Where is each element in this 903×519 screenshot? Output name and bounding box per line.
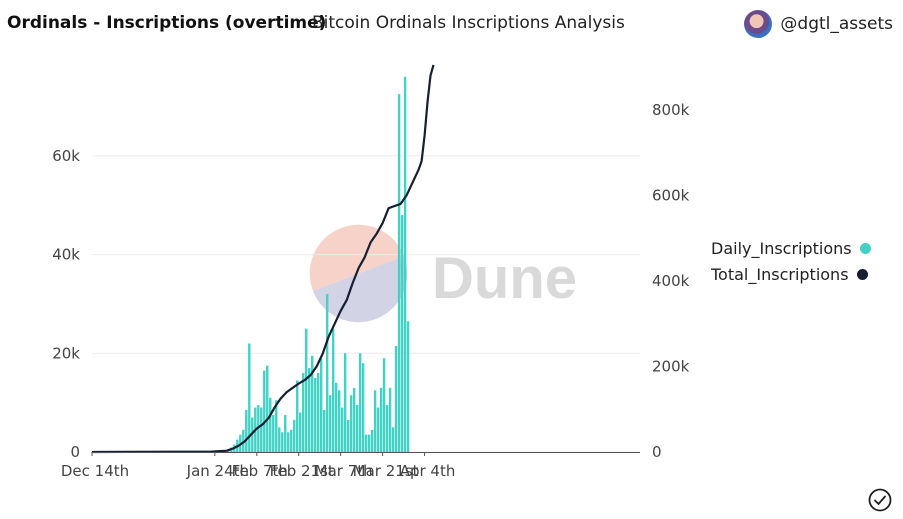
legend-item-total[interactable]: Total_Inscriptions [711,261,871,287]
bar-daily-inscriptions [343,353,347,452]
y-left-tick-label: 40k [52,246,80,264]
bar-daily-inscriptions [322,410,326,452]
bar-daily-inscriptions [284,414,287,452]
watermark-logo-bottom [313,256,408,323]
bar-daily-inscriptions [334,382,338,452]
legend-dot-daily [859,242,871,254]
y-right-tick-label: 600k [652,186,690,204]
y-right-tick-label: 200k [652,357,690,375]
bar-daily-inscriptions [352,387,356,452]
bar-daily-inscriptions [299,412,302,452]
bar-daily-inscriptions [394,345,398,452]
bar-daily-inscriptions [302,373,305,452]
y-right-tick-label: 800k [652,101,690,119]
x-tick-label: Apr 4th [400,462,456,480]
bar-daily-inscriptions [367,434,371,452]
bar-daily-inscriptions [379,387,383,452]
bar-daily-inscriptions [397,94,401,453]
bar-daily-inscriptions [311,355,314,452]
bar-daily-inscriptions [340,407,344,452]
legend-label-daily: Daily_Inscriptions [711,238,852,258]
bar-daily-inscriptions [319,358,323,452]
x-tick-label: Jan 24th [186,462,249,480]
bar-daily-inscriptions [281,432,284,452]
bar-daily-inscriptions [391,427,395,452]
legend-label-total: Total_Inscriptions [711,264,849,284]
bar-daily-inscriptions [376,407,380,452]
x-tick-label: Feb 7th [232,462,288,480]
y-left-tick-label: 60k [52,147,80,165]
avatar-icon [744,10,773,38]
bar-daily-inscriptions [248,343,251,452]
watermark-logo-top [309,224,404,291]
bar-daily-inscriptions [358,353,362,452]
bar-daily-inscriptions [245,410,248,452]
bar-daily-inscriptions [361,363,365,452]
y-right-tick-label: 400k [652,272,690,290]
bar-daily-inscriptions [337,390,341,452]
bar-daily-inscriptions [355,405,359,452]
bar-daily-inscriptions [275,400,278,452]
x-tick-label: Dec 14th [61,462,129,480]
legend-dot-total [856,268,868,280]
bar-daily-inscriptions [293,419,296,452]
y-left-tick-label: 20k [52,344,80,362]
bar-daily-inscriptions [403,76,407,452]
x-tick-label: Mar 21st [353,462,419,480]
x-tick-label: Feb 21st [270,462,334,480]
y-left-tick-label: 0 [70,443,80,461]
bar-daily-inscriptions [266,365,269,452]
bar-daily-inscriptions [308,368,311,452]
y-right-tick-label: 0 [652,443,662,461]
bar-daily-inscriptions [305,328,308,452]
bar-daily-inscriptions [406,321,410,452]
y-axis-left: 0 20k 40k 60k [52,147,80,461]
bar-daily-inscriptions [296,380,299,452]
bar-daily-inscriptions [269,397,272,452]
dune-watermark: Dune [309,224,577,323]
chart-subtitle: Bitcoin Ordinals Inscriptions Analysis [312,13,625,33]
bar-daily-inscriptions [242,429,245,452]
bar-daily-inscriptions [364,434,368,452]
legend: Daily_Inscriptions Total_Inscriptions [711,235,871,287]
bar-daily-inscriptions [331,328,335,452]
y-axis-right: 0 200k 400k 600k 800k [652,101,690,461]
bar-daily-inscriptions [317,373,320,452]
check-circle-icon[interactable] [868,488,892,512]
bar-daily-inscriptions [263,370,266,452]
bar-daily-inscriptions [314,377,317,452]
legend-item-daily[interactable]: Daily_Inscriptions [711,235,871,261]
author-name: @dgtl_assets [780,14,893,34]
bar-daily-inscriptions [287,432,290,452]
total-line [91,64,435,454]
bar-daily-inscriptions [385,405,389,452]
bar-daily-inscriptions [373,390,377,452]
bar-daily-inscriptions [400,215,404,452]
bar-daily-inscriptions [328,395,332,452]
bar-daily-inscriptions [290,429,293,452]
bar-daily-inscriptions [382,358,386,452]
watermark-text: Dune [432,246,577,311]
chart-title: Ordinals - Inscriptions (overtime) [7,13,327,33]
bar-daily-inscriptions [278,427,281,452]
bar-daily-inscriptions [325,294,329,452]
bar-daily-inscriptions [388,387,392,452]
chart-header: Ordinals - Inscriptions (overtime) Bitco… [0,0,903,50]
bar-daily-inscriptions [346,419,350,452]
x-tick-label: Mar 7th [315,462,373,480]
line-total-inscriptions [91,64,435,454]
bar-daily-inscriptions [349,395,353,452]
bar-daily-inscriptions [370,429,374,452]
bar-daily-inscriptions [272,414,275,452]
bar-daily-inscriptions [260,407,263,452]
author-link[interactable]: @dgtl_assets [744,8,893,40]
